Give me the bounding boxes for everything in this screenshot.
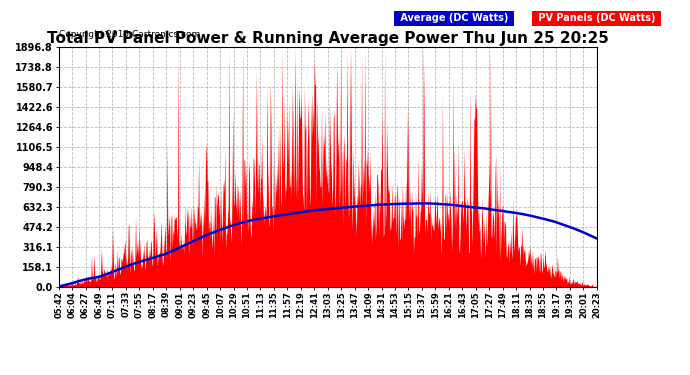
Title: Total PV Panel Power & Running Average Power Thu Jun 25 20:25: Total PV Panel Power & Running Average P… [47, 31, 609, 46]
Text: PV Panels (DC Watts): PV Panels (DC Watts) [535, 13, 659, 23]
Text: Copyright 2015 Cartronics.com: Copyright 2015 Cartronics.com [59, 30, 200, 39]
Text: Average (DC Watts): Average (DC Watts) [397, 13, 511, 23]
